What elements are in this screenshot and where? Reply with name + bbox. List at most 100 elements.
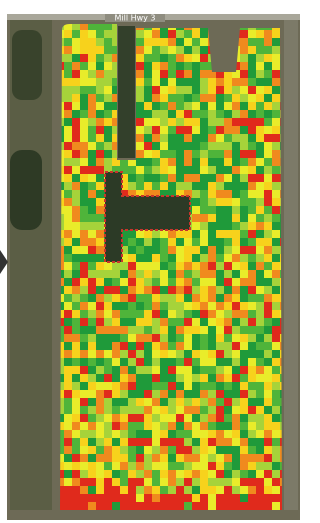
heatmap-cell (216, 110, 224, 118)
heatmap-cell (72, 374, 80, 382)
heatmap-cell (120, 374, 128, 382)
heatmap-cell (216, 454, 224, 462)
heatmap-cell (192, 94, 200, 102)
heatmap-cell (136, 158, 144, 166)
heatmap-cell (120, 334, 128, 342)
heatmap-cell (264, 78, 272, 86)
heatmap-cell (224, 110, 232, 118)
heatmap-cell (80, 430, 88, 438)
heatmap-cell (240, 206, 248, 214)
heatmap-cell (184, 430, 192, 438)
heatmap-cell (192, 390, 200, 398)
heatmap-cell (232, 142, 240, 150)
heatmap-cell (200, 86, 208, 94)
heatmap-cell (232, 182, 240, 190)
heatmap-cell (112, 422, 120, 430)
heatmap-cell (168, 126, 176, 134)
heatmap-cell (232, 230, 240, 238)
heatmap-cell (264, 174, 272, 182)
heatmap-cell (120, 278, 128, 286)
heatmap-cell (240, 334, 248, 342)
heatmap-cell (232, 438, 240, 446)
heatmap-cell (264, 310, 272, 318)
heatmap-cell (256, 166, 264, 174)
heatmap-cell (72, 398, 80, 406)
heatmap-cell (184, 102, 192, 110)
heatmap-cell (96, 470, 104, 478)
heatmap-cell (96, 230, 104, 238)
heatmap-cell (144, 286, 152, 294)
heatmap-cell (144, 422, 152, 430)
heatmap-cell (192, 238, 200, 246)
heatmap-cell (168, 110, 176, 118)
heatmap-cell (200, 78, 208, 86)
heatmap-cell (88, 286, 96, 294)
heatmap-cell (128, 486, 136, 494)
heatmap-cell (272, 166, 280, 174)
heatmap-cell (152, 70, 160, 78)
heatmap-cell (104, 318, 112, 326)
heatmap-cell (232, 398, 240, 406)
heatmap-cell (112, 294, 120, 302)
heatmap-cell (192, 222, 200, 230)
heatmap-cell (216, 254, 224, 262)
heatmap-cell (192, 62, 200, 70)
heatmap-cell (208, 494, 216, 502)
heatmap-cell (72, 174, 80, 182)
heatmap-cell (80, 150, 88, 158)
heatmap-cell (256, 182, 264, 190)
heatmap-cell (256, 350, 264, 358)
heatmap-cell (176, 438, 184, 446)
heatmap-cell (216, 286, 224, 294)
heatmap-cell (144, 118, 152, 126)
heatmap-cell (176, 86, 184, 94)
heatmap-cell (80, 198, 88, 206)
heatmap-cell (176, 54, 184, 62)
heatmap-cell (240, 502, 248, 510)
heatmap-cell (112, 446, 120, 454)
heatmap-cell (136, 94, 144, 102)
heatmap-cell (256, 246, 264, 254)
heatmap-cell (248, 30, 256, 38)
heatmap-cell (264, 254, 272, 262)
heatmap-cell (256, 174, 264, 182)
heatmap-cell (216, 366, 224, 374)
heatmap-cell (72, 142, 80, 150)
heatmap-cell (176, 110, 184, 118)
heatmap-cell (144, 430, 152, 438)
heatmap-cell (152, 310, 160, 318)
heatmap-cell (264, 62, 272, 70)
heatmap-cell (96, 118, 104, 126)
heatmap-cell (192, 38, 200, 46)
heatmap-cell (104, 350, 112, 358)
heatmap-cell (96, 190, 104, 198)
heatmap-cell (136, 270, 144, 278)
heatmap-cell (112, 406, 120, 414)
heatmap-cell (240, 46, 248, 54)
heatmap-cell (208, 286, 216, 294)
heatmap-cell (200, 470, 208, 478)
heatmap-cell (144, 382, 152, 390)
heatmap-cell (232, 414, 240, 422)
heatmap-cell (160, 382, 168, 390)
heatmap-cell (80, 422, 88, 430)
heatmap-cell (80, 86, 88, 94)
heatmap-cell (72, 166, 80, 174)
heatmap-cell (176, 478, 184, 486)
heatmap-cell (136, 166, 144, 174)
heatmap-cell (272, 342, 280, 350)
heatmap-cell (160, 118, 168, 126)
heatmap-cell (192, 462, 200, 470)
heatmap-cell (136, 230, 144, 238)
heatmap-cell (192, 430, 200, 438)
heatmap-cell (216, 502, 224, 510)
heatmap-cell (88, 254, 96, 262)
heatmap-cell (128, 350, 136, 358)
heatmap-cell (192, 486, 200, 494)
heatmap-cell (96, 254, 104, 262)
heatmap-cell (264, 470, 272, 478)
heatmap-cell (96, 238, 104, 246)
heatmap-cell (144, 446, 152, 454)
heatmap-cell (160, 254, 168, 262)
heatmap-cell (272, 158, 280, 166)
